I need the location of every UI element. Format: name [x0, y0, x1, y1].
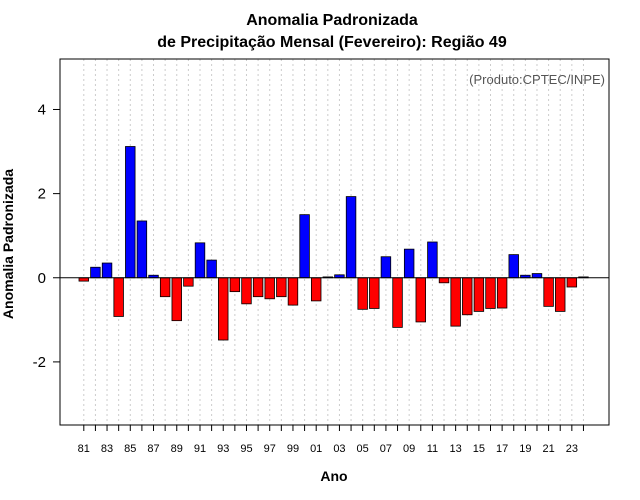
x-tick-label-95: 95 — [240, 443, 252, 455]
bar-15 — [473, 277, 485, 312]
x-tick-label-87: 87 — [147, 443, 159, 455]
bar-01 — [310, 277, 322, 302]
bar-91 — [194, 242, 206, 279]
x-tick-label-15: 15 — [473, 443, 485, 455]
x-tick-label-05: 05 — [357, 443, 369, 455]
x-tick-label-99: 99 — [287, 443, 299, 455]
bar-84 — [113, 277, 124, 317]
x-tick-label-85: 85 — [124, 443, 136, 455]
y-tick-label: -2 — [33, 354, 46, 371]
bar-18 — [508, 254, 519, 279]
x-tick-label-03: 03 — [333, 443, 345, 455]
bar-88 — [159, 277, 171, 298]
bar-08 — [392, 277, 403, 328]
bar-97 — [264, 277, 275, 300]
bar-06 — [369, 277, 380, 309]
x-tick-label-01: 01 — [310, 443, 322, 455]
y-tick-label: 2 — [38, 186, 46, 203]
y-tick-label: 4 — [38, 101, 46, 118]
bar-82 — [90, 266, 101, 279]
bar-94 — [229, 277, 241, 293]
chart-title-line1: Anomalia Padronizada — [246, 12, 418, 29]
bar-95 — [241, 277, 252, 305]
bar-86 — [136, 220, 148, 279]
bar-96 — [252, 277, 264, 298]
bar-11 — [427, 241, 438, 279]
bar-22 — [555, 277, 566, 312]
bar-23 — [566, 277, 578, 288]
bar-90 — [183, 277, 194, 287]
x-tick-label-97: 97 — [264, 443, 276, 455]
credit-label: (Produto:CPTEC/INPE) — [469, 72, 605, 87]
x-tick-label-91: 91 — [194, 443, 206, 455]
x-tick-label-19: 19 — [519, 443, 531, 455]
bar-05 — [357, 277, 368, 310]
bar-10 — [415, 277, 426, 323]
bar-99 — [287, 277, 299, 306]
y-axis: -2 0 2 4 — [33, 101, 60, 371]
x-tick-label-09: 09 — [403, 443, 415, 455]
x-tick-label-81: 81 — [78, 443, 90, 455]
bar-00 — [299, 214, 310, 279]
x-tick-label-17: 17 — [496, 443, 508, 455]
bar-20 — [531, 273, 543, 279]
bar-04 — [345, 196, 357, 279]
bar-89 — [171, 277, 182, 322]
bar-81 — [78, 277, 90, 282]
x-tick-label-11: 11 — [427, 443, 438, 455]
bar-13 — [450, 277, 461, 327]
bar-07 — [380, 256, 392, 279]
x-tick-label-23: 23 — [566, 443, 578, 455]
bar-16 — [485, 277, 496, 309]
chart-title-line2: de Precipitação Mensal (Fevereiro): Regi… — [157, 34, 507, 51]
bar-85 — [125, 146, 136, 279]
plot-area-frame — [59, 58, 610, 426]
x-tick-label-07: 07 — [380, 443, 392, 455]
bars — [78, 146, 589, 341]
x-tick-label-93: 93 — [217, 443, 229, 455]
y-tick-label: 0 — [38, 270, 46, 287]
x-axis-title: Ano — [320, 468, 347, 484]
bar-09 — [403, 248, 415, 279]
bar-14 — [462, 277, 473, 316]
vertical-grid — [83, 59, 584, 425]
y-axis-title: Anomalia Padronizada — [0, 169, 16, 319]
bar-93 — [218, 277, 229, 341]
x-tick-label-89: 89 — [171, 443, 183, 455]
x-tick-label-13: 13 — [450, 443, 462, 455]
bar-17 — [496, 277, 508, 309]
bar-21 — [543, 277, 554, 307]
bar-12 — [438, 277, 450, 284]
bar-83 — [101, 262, 113, 279]
bar-98 — [276, 277, 287, 298]
x-tick-label-83: 83 — [101, 443, 113, 455]
x-tick-label-21: 21 — [542, 443, 554, 455]
bar-92 — [206, 259, 217, 279]
x-axis: 81 83 85 87 89 91 93 95 97 99 01 03 05 07 09 11 13 15 17 19… — [78, 425, 584, 455]
